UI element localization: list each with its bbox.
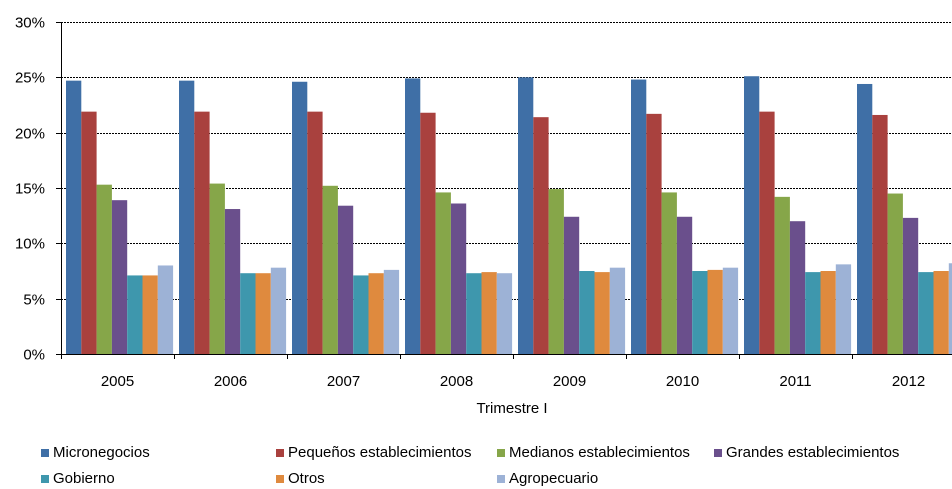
x-tick-label: 2005 — [101, 373, 134, 390]
bar — [820, 271, 836, 354]
bar — [353, 275, 369, 354]
y-tick-label: 15% — [15, 181, 45, 198]
bar — [933, 271, 949, 354]
bar — [466, 273, 482, 354]
bar — [918, 272, 934, 354]
y-tick-label: 10% — [15, 236, 45, 253]
bar — [255, 273, 271, 354]
bar — [292, 81, 308, 354]
bar — [857, 83, 873, 355]
bar — [805, 272, 821, 354]
bar — [948, 263, 952, 354]
bar — [594, 272, 610, 354]
axes — [56, 22, 952, 359]
bar — [774, 196, 790, 354]
x-tick-label: 2012 — [892, 373, 925, 390]
bar — [240, 273, 256, 354]
bar — [789, 221, 806, 354]
bar — [383, 269, 400, 354]
y-tick-label: 0% — [23, 347, 45, 364]
bar — [759, 111, 775, 354]
bar — [66, 80, 82, 355]
bar — [631, 79, 647, 355]
x-tick-label: 2009 — [553, 373, 586, 390]
bar — [111, 200, 128, 354]
bar — [563, 216, 580, 354]
x-tick-labels: 2005 2006 2007 2008 2009 2010 2011 2012 — [101, 373, 925, 390]
bar — [368, 273, 384, 354]
x-tick-label: 2006 — [214, 373, 247, 390]
bar — [902, 217, 919, 354]
bar — [450, 203, 467, 354]
bar — [872, 114, 888, 355]
y-tick-label: 30% — [15, 15, 45, 32]
bar — [579, 271, 595, 354]
bar — [194, 111, 210, 354]
y-tick-labels: 0% 5% 10% 15% 20% 25% 30% — [15, 15, 45, 364]
bar — [224, 209, 241, 354]
bar — [692, 271, 708, 354]
bar — [676, 216, 693, 354]
bar — [179, 80, 195, 355]
bar — [322, 185, 338, 354]
bar — [707, 269, 723, 354]
bar — [405, 78, 421, 354]
bar — [96, 184, 112, 354]
bar — [744, 76, 760, 354]
x-tick-label: 2011 — [779, 373, 811, 390]
bar — [420, 112, 436, 354]
x-tick-label: 2007 — [327, 373, 360, 390]
bar — [533, 117, 549, 354]
x-axis-title: Trimestre I — [476, 400, 547, 417]
bar — [337, 205, 354, 354]
bar — [887, 193, 903, 354]
y-tick-label: 20% — [15, 126, 45, 143]
bar — [548, 189, 564, 354]
y-tick-label: 5% — [23, 292, 45, 309]
bar — [209, 183, 225, 354]
bars — [66, 76, 952, 355]
y-tick-label: 25% — [15, 70, 45, 87]
bar — [435, 192, 451, 354]
bar — [481, 272, 497, 354]
bar — [496, 273, 513, 354]
bar — [609, 267, 626, 354]
bar — [142, 275, 158, 354]
bar — [157, 265, 174, 354]
bar — [835, 264, 852, 354]
bar — [646, 113, 662, 354]
bar — [722, 267, 739, 354]
x-tick-label: 2010 — [666, 373, 699, 390]
bar — [661, 192, 677, 354]
bar — [307, 111, 323, 354]
bar — [81, 111, 97, 354]
bar — [127, 275, 143, 354]
bar — [518, 77, 534, 354]
x-tick-label: 2008 — [440, 373, 473, 390]
bar — [270, 267, 287, 354]
